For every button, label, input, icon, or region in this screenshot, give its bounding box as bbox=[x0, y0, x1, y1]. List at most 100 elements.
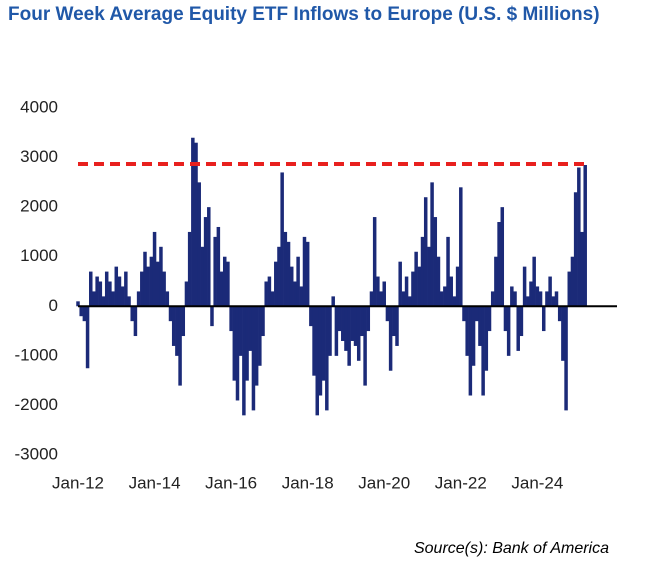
bar bbox=[376, 276, 380, 307]
bar bbox=[430, 182, 434, 307]
bar bbox=[274, 261, 278, 307]
bar bbox=[187, 231, 192, 307]
bar bbox=[446, 236, 450, 307]
bar bbox=[471, 306, 476, 366]
bar bbox=[459, 187, 463, 307]
bar bbox=[522, 266, 527, 307]
bar bbox=[82, 306, 87, 322]
bar bbox=[328, 306, 332, 356]
bar bbox=[136, 291, 141, 307]
bar bbox=[92, 291, 96, 307]
bar bbox=[159, 246, 163, 307]
bar bbox=[398, 261, 402, 307]
bar bbox=[360, 306, 364, 337]
bar bbox=[203, 217, 208, 307]
bar bbox=[366, 306, 371, 332]
bar bbox=[337, 306, 342, 332]
bar bbox=[532, 256, 536, 307]
bar bbox=[222, 256, 227, 307]
bar bbox=[305, 241, 310, 307]
bar bbox=[293, 281, 297, 307]
bar bbox=[245, 306, 249, 381]
bar bbox=[551, 296, 556, 307]
bar bbox=[104, 271, 109, 307]
bar bbox=[197, 182, 201, 307]
bar bbox=[570, 256, 575, 307]
bar bbox=[372, 217, 377, 307]
chart: -3000 -2000 -1000 0 1000 2000 3000 4000 Jan-12 Ja… bbox=[15, 97, 617, 492]
bar bbox=[200, 246, 205, 307]
x-tick-label: Jan-18 bbox=[282, 473, 334, 492]
x-tick-label: Jan-16 bbox=[205, 473, 257, 492]
bar bbox=[264, 281, 268, 307]
bar bbox=[423, 197, 428, 307]
bar bbox=[146, 266, 150, 307]
y-tick-label: 4000 bbox=[20, 97, 58, 116]
bar bbox=[347, 306, 351, 366]
bar bbox=[175, 306, 179, 356]
bar bbox=[487, 306, 492, 332]
x-tick-label: Jan-22 bbox=[435, 473, 487, 492]
y-tick-label: -2000 bbox=[15, 395, 58, 414]
bar bbox=[484, 306, 489, 371]
bar bbox=[162, 271, 166, 307]
bar bbox=[101, 296, 106, 307]
bar bbox=[140, 271, 144, 307]
bar bbox=[98, 281, 103, 307]
bar bbox=[248, 306, 253, 351]
bar bbox=[143, 251, 147, 307]
bar bbox=[573, 192, 578, 307]
bar bbox=[455, 266, 460, 307]
y-tick-label: 1000 bbox=[20, 246, 58, 265]
bar bbox=[516, 306, 520, 351]
bar bbox=[79, 306, 83, 317]
bar bbox=[331, 296, 335, 307]
bar bbox=[535, 286, 540, 307]
bar bbox=[567, 271, 572, 307]
bar bbox=[178, 306, 182, 386]
y-tick-label: -1000 bbox=[15, 345, 58, 364]
y-tick-label: 2000 bbox=[20, 197, 58, 216]
bar bbox=[194, 142, 198, 307]
bar bbox=[191, 137, 195, 307]
x-tick-label: Jan-20 bbox=[358, 473, 410, 492]
bar bbox=[382, 281, 386, 307]
bar bbox=[213, 236, 217, 307]
bar bbox=[449, 276, 453, 307]
bar bbox=[379, 291, 383, 307]
bar bbox=[475, 306, 479, 322]
bar bbox=[401, 291, 406, 307]
bar bbox=[130, 306, 134, 322]
bar bbox=[350, 306, 355, 341]
bar bbox=[210, 306, 214, 327]
chart-title: Four Week Average Equity ETF Inflows to … bbox=[8, 4, 600, 25]
bar bbox=[420, 236, 425, 307]
bar bbox=[296, 256, 300, 307]
bar bbox=[309, 306, 313, 327]
bar bbox=[369, 291, 374, 307]
bar bbox=[462, 306, 466, 322]
bar bbox=[315, 306, 319, 416]
bar bbox=[254, 306, 259, 386]
bar bbox=[270, 291, 275, 307]
source-note: Source(s): Bank of America bbox=[413, 540, 609, 557]
bar bbox=[392, 306, 396, 337]
bar bbox=[127, 296, 131, 307]
bar bbox=[353, 306, 358, 346]
bar bbox=[452, 296, 457, 307]
bar bbox=[299, 286, 304, 307]
bar bbox=[548, 276, 552, 307]
bar bbox=[344, 306, 348, 351]
bar bbox=[411, 271, 415, 307]
bar bbox=[519, 306, 524, 337]
bar bbox=[286, 241, 291, 307]
bar bbox=[283, 231, 288, 307]
bar bbox=[258, 306, 262, 366]
bar bbox=[108, 281, 112, 307]
bar bbox=[242, 306, 246, 416]
bar bbox=[117, 276, 122, 307]
bar bbox=[76, 301, 80, 307]
bar bbox=[111, 291, 115, 307]
bar bbox=[503, 306, 508, 332]
bar bbox=[226, 261, 230, 307]
